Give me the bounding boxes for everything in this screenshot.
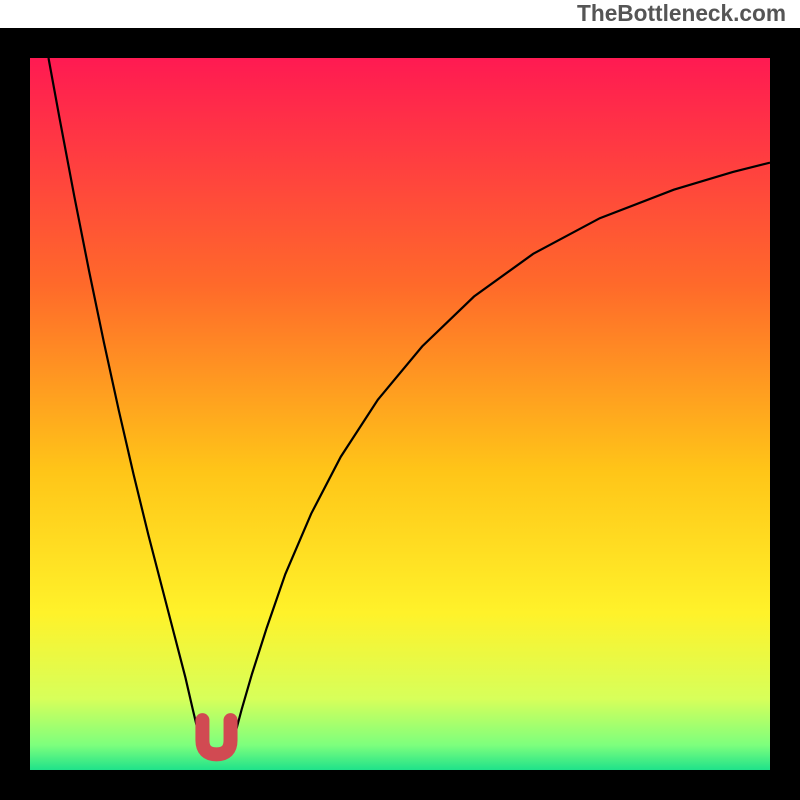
plot-area bbox=[30, 58, 770, 770]
watermark-text: TheBottleneck.com bbox=[577, 0, 786, 27]
chart-stage: TheBottleneck.com bbox=[0, 0, 800, 800]
gradient-background bbox=[30, 58, 770, 770]
plot-svg bbox=[30, 58, 770, 770]
